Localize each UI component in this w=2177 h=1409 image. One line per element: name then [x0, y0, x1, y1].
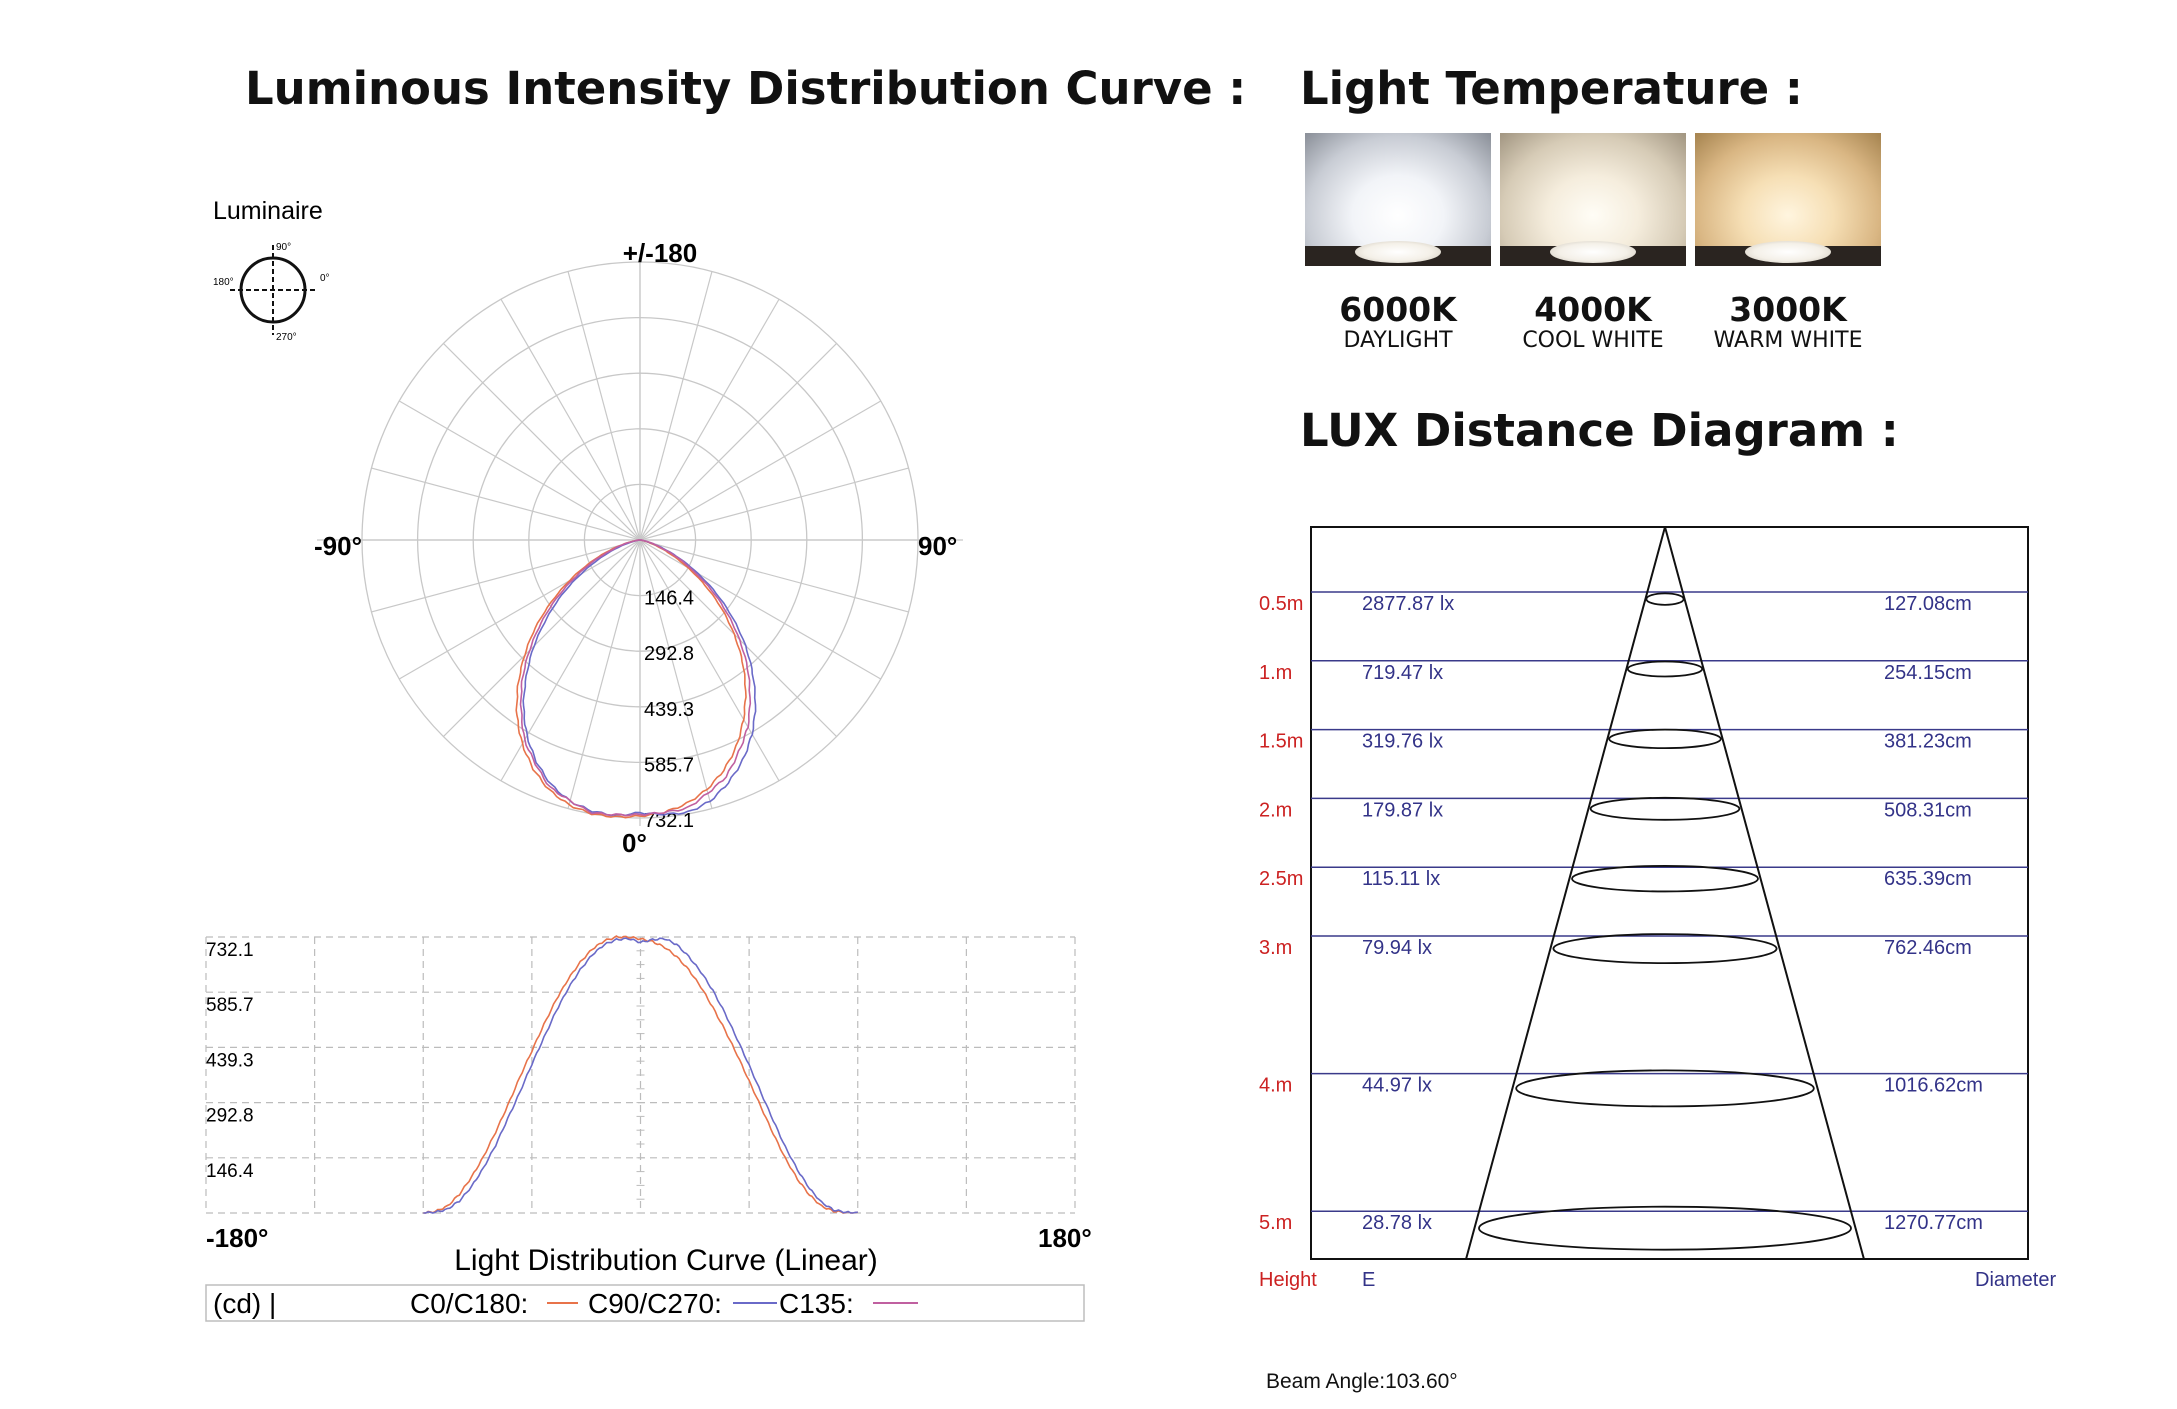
- lux-value-label: 79.94 lx: [1362, 937, 1432, 959]
- lux-beam-ellipse: [1571, 865, 1759, 893]
- lux-value-label: 44.97 lx: [1362, 1075, 1432, 1097]
- temp-name: WARM WHITE: [1713, 328, 1863, 353]
- lux-height-label: 1.5m: [1259, 731, 1303, 753]
- lux-value-label: 2877.87 lx: [1362, 593, 1454, 615]
- beam-angle: Beam Angle:103.60°: [1266, 1370, 1458, 1393]
- polar-label-left: -90°: [314, 531, 362, 561]
- linear-y-tick-label: 292.8: [206, 1106, 254, 1127]
- linear-x-left-label: -180°: [206, 1223, 268, 1253]
- legend-entry-c90: C90/C270:: [588, 1288, 722, 1319]
- polar-intensity-chart: 146.4 292.8 439.3 585.7 732.1 +/-180 -90° 90…: [314, 238, 963, 858]
- lux-value-label: 179.87 lx: [1362, 799, 1443, 821]
- lux-beam-ellipse: [1589, 796, 1741, 821]
- lux-value-label: 115.11 lx: [1362, 868, 1440, 890]
- linear-y-tick-label: 146.4: [206, 1161, 254, 1182]
- linear-series-c0-c180: [423, 935, 858, 1214]
- lux-cone: [1465, 526, 1865, 1260]
- swatch-3000k: [1695, 133, 1881, 266]
- linear-chart-title: Light Distribution Curve (Linear): [454, 1244, 878, 1277]
- luminaire-label: Luminaire: [213, 197, 323, 225]
- legend-entry-c135: C135:: [779, 1288, 854, 1319]
- lux-beam-ellipse: [1626, 660, 1704, 678]
- lux-distance-diagram: 0.5m 2877.87 lx 127.08cm 1.m 719.47 lx 254.15…: [1259, 526, 2056, 1291]
- polar-series-c90-c270: [522, 539, 757, 817]
- lidc-title: Luminous Intensity Distribution Curve :: [245, 62, 1247, 115]
- light-temperature-title: Light Temperature :: [1300, 62, 1803, 115]
- lux-distance-title: LUX Distance Diagram :: [1300, 404, 1899, 457]
- lux-beam-ellipse: [1515, 1069, 1815, 1108]
- light-temperature-swatches: 6000K DAYLIGHT 4000K COOL WHITE 3000K WA…: [1305, 133, 1885, 365]
- polar-series: [515, 539, 757, 819]
- lux-header-e: E: [1362, 1269, 1375, 1291]
- lux-header-height: Height: [1259, 1269, 1317, 1291]
- lux-cone-left-edge: [1465, 526, 1666, 1260]
- polar-grid: [317, 254, 963, 826]
- linear-y-tick-label: 585.7: [206, 995, 254, 1016]
- luminaire-mark-bottom: 270°: [276, 332, 297, 343]
- legend-unit: (cd) |: [213, 1288, 276, 1319]
- lux-value-label: 719.47 lx: [1362, 662, 1443, 684]
- lux-beam-ellipse: [1645, 592, 1685, 606]
- temp-item-6000k: 6000K DAYLIGHT: [1305, 133, 1491, 354]
- lux-diameter-label: 1270.77cm: [1884, 1212, 1983, 1234]
- lux-diameter-label: 1016.62cm: [1884, 1075, 1983, 1097]
- lux-height-label: 5.m: [1259, 1212, 1292, 1234]
- temp-name: COOL WHITE: [1522, 328, 1664, 353]
- polar-series-c135: [519, 539, 752, 817]
- lux-height-label: 0.5m: [1259, 593, 1303, 615]
- lux-height-label: 2.5m: [1259, 868, 1303, 890]
- lux-diameter-label: 127.08cm: [1884, 593, 1972, 615]
- linear-distribution-chart: 146.4 292.8 439.3 585.7 732.1 -180° 180° Lig…: [205, 935, 1092, 1322]
- luminaire-icon: Luminaire 90° 0° 180° 270°: [213, 197, 330, 343]
- legend-entry-c0: C0/C180:: [410, 1288, 528, 1319]
- lux-cone-right-edge: [1664, 526, 1865, 1260]
- polar-radial-ticks: 146.4 292.8 439.3 585.7 732.1: [644, 588, 694, 832]
- linear-grid: [205, 936, 1076, 1214]
- swatch-4000k: [1500, 133, 1686, 266]
- temp-item-4000k: 4000K COOL WHITE: [1500, 133, 1686, 354]
- lux-height-label: 1.m: [1259, 662, 1292, 684]
- temp-name: DAYLIGHT: [1343, 328, 1453, 353]
- polar-label-bottom: 0°: [622, 828, 647, 858]
- lux-header-diameter: Diameter: [1975, 1269, 2056, 1291]
- lux-value-label: 319.76 lx: [1362, 731, 1443, 753]
- temp-kelvin: 6000K: [1339, 290, 1457, 329]
- lux-height-label: 2.m: [1259, 799, 1292, 821]
- polar-radial-tick-label: 585.7: [644, 754, 694, 776]
- temp-item-3000k: 3000K WARM WHITE: [1695, 133, 1881, 354]
- lux-beam-ellipse: [1552, 933, 1778, 964]
- polar-radial-tick-label: 292.8: [644, 643, 694, 665]
- lux-height-label: 4.m: [1259, 1075, 1292, 1097]
- swatch-6000k: [1305, 133, 1491, 266]
- polar-radial-tick-label: 146.4: [644, 588, 694, 610]
- polar-series-c0-c180: [515, 539, 747, 819]
- polar-label-right: 90°: [918, 531, 957, 561]
- luminaire-mark-right: 0°: [320, 273, 330, 284]
- lux-height-label: 3.m: [1259, 937, 1292, 959]
- lux-diameter-label: 508.31cm: [1884, 799, 1972, 821]
- linear-y-tick-label: 732.1: [206, 940, 254, 961]
- linear-y-tick-label: 439.3: [206, 1050, 254, 1071]
- temp-kelvin: 4000K: [1534, 290, 1652, 329]
- linear-y-ticks: 146.4 292.8 439.3 585.7 732.1: [206, 940, 254, 1182]
- luminaire-mark-left: 180°: [213, 277, 234, 288]
- lux-rows: 0.5m 2877.87 lx 127.08cm 1.m 719.47 lx 254.15…: [1259, 591, 2028, 1234]
- lux-diameter-label: 762.46cm: [1884, 937, 1972, 959]
- temp-kelvin: 3000K: [1729, 290, 1847, 329]
- polar-radial-tick-label: 439.3: [644, 699, 694, 721]
- lux-beam-ellipse: [1608, 728, 1722, 750]
- lux-beam-ellipse: [1478, 1205, 1852, 1251]
- lux-value-label: 28.78 lx: [1362, 1212, 1432, 1234]
- luminaire-mark-top: 90°: [276, 242, 291, 253]
- lux-diameter-label: 254.15cm: [1884, 662, 1972, 684]
- linear-x-right-label: 180°: [1038, 1223, 1092, 1253]
- lux-diameter-label: 635.39cm: [1884, 868, 1972, 890]
- lux-diameter-label: 381.23cm: [1884, 731, 1972, 753]
- linear-series: [423, 935, 858, 1214]
- polar-radial-tick-label: 732.1: [644, 810, 694, 832]
- linear-series-c90-c270: [423, 937, 858, 1214]
- polar-label-top: +/-180: [623, 238, 697, 268]
